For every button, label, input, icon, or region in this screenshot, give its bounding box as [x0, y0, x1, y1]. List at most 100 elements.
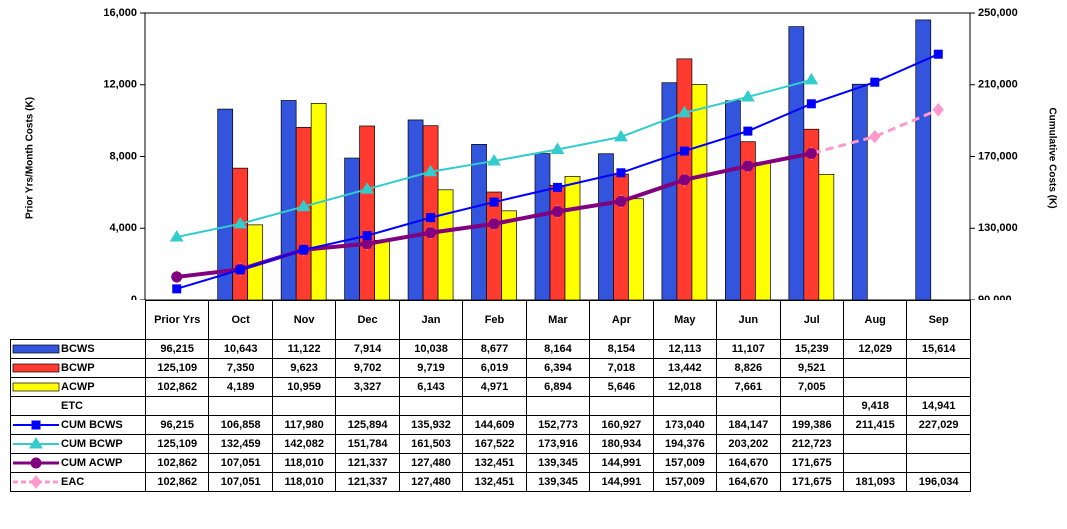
value-cell: 102,862: [144, 453, 210, 473]
value-cell: 107,051: [208, 453, 273, 473]
value-cell: 9,702: [335, 358, 400, 378]
value-cell: 118,010: [271, 453, 337, 473]
value-cell: 127,480: [398, 453, 464, 473]
legend-label: CUM BCWS: [61, 418, 123, 431]
value-cell: 10,643: [208, 339, 273, 359]
value-cell: 9,719: [398, 358, 464, 378]
marker: [423, 164, 438, 177]
value-cell: 11,107: [716, 339, 781, 359]
legend-label: CUM BCWP: [61, 437, 123, 450]
data-table: Prior Yrs Oct Nov Dec Jan Feb Mar Apr May Jun Jul A…: [10, 300, 971, 492]
marker: [361, 238, 373, 250]
legend-label: BCWS: [61, 342, 95, 355]
bar: [755, 162, 771, 300]
marker: [362, 231, 372, 241]
legend-symbol: [12, 382, 60, 392]
series-label-cell: BCWS: [10, 339, 146, 359]
legend-label: ACWP: [61, 380, 95, 393]
value-cell: 164,670: [716, 472, 781, 492]
value-cell: [842, 434, 908, 454]
value-cell: 132,451: [462, 472, 527, 492]
value-cell: 6,894: [525, 377, 591, 397]
marker: [870, 77, 880, 87]
legend-symbol: [13, 475, 59, 489]
marker: [614, 129, 628, 142]
value-cell: 227,029: [906, 415, 971, 435]
bar: [725, 100, 741, 300]
value-cell: 4,971: [462, 377, 527, 397]
corner-cell: [10, 300, 146, 340]
marker: [30, 475, 42, 489]
legend-label: EAC: [61, 475, 85, 488]
category-cell: Prior Yrs: [144, 300, 210, 340]
value-cell: [208, 396, 273, 416]
value-cell: 157,009: [652, 453, 718, 473]
y2-tick-label: 250,000: [978, 7, 1018, 19]
value-cell: 127,480: [398, 472, 464, 492]
marker: [31, 420, 41, 430]
value-cell: [335, 396, 400, 416]
value-cell: 125,894: [335, 415, 400, 435]
value-cell: [779, 396, 844, 416]
y-tick-label: 12,000: [103, 79, 137, 91]
bar: [344, 157, 360, 300]
bar: [295, 127, 312, 300]
marker: [488, 218, 500, 230]
value-cell: 173,040: [652, 415, 718, 435]
value-cell: 12,018: [652, 377, 718, 397]
value-cell: 6,394: [525, 358, 591, 378]
category-cell: Jul: [779, 300, 844, 340]
value-cell: 8,677: [462, 339, 527, 359]
value-cell: 144,991: [589, 472, 654, 492]
marker: [741, 89, 755, 102]
value-cell: 199,386: [779, 415, 844, 435]
value-cell: 96,215: [144, 339, 210, 359]
value-cell: 5,646: [589, 377, 654, 397]
chart: Prior Yrs/Month Costs (K) Cumulative Cos…: [25, 7, 1057, 300]
marker: [360, 182, 374, 194]
marker: [677, 105, 692, 118]
value-cell: 151,784: [335, 434, 400, 454]
value-cell: [716, 396, 781, 416]
legend-swatch: [12, 382, 60, 392]
value-cell: 125,109: [144, 434, 210, 454]
category-cell: Apr: [589, 300, 654, 340]
value-cell: 121,337: [335, 453, 400, 473]
series-row: ETC 9,418 14,941: [10, 396, 971, 416]
y-tick-label: 16,000: [103, 7, 137, 19]
value-cell: 132,459: [208, 434, 273, 454]
value-cell: [462, 396, 527, 416]
series-label-cell: ETC: [10, 396, 146, 416]
value-cell: [589, 396, 654, 416]
category-cell: Aug: [842, 300, 908, 340]
bar: [915, 19, 932, 300]
value-cell: 184,147: [716, 415, 781, 435]
value-cell: 118,010: [271, 472, 337, 492]
y2-tick-label: 90,000: [978, 294, 1012, 300]
value-cell: [144, 396, 210, 416]
value-cell: [842, 358, 908, 378]
marker: [743, 126, 753, 136]
marker: [552, 205, 563, 217]
value-cell: 6,019: [462, 358, 527, 378]
series-row: EAC 102,862 107,051 118,010 121,337 127,480 13…: [10, 472, 971, 492]
category-cell: May: [652, 300, 718, 340]
value-cell: 157,009: [652, 472, 718, 492]
value-cell: 211,415: [842, 415, 908, 435]
bar: [564, 175, 581, 300]
category-cell: Mar: [525, 300, 591, 340]
series-label-cell: BCWP: [10, 358, 146, 378]
bar: [471, 144, 487, 300]
marker: [616, 168, 626, 178]
bar: [534, 153, 551, 300]
y-tick-label: 4,000: [109, 222, 137, 234]
bar: [232, 167, 249, 300]
value-cell: 194,376: [652, 434, 718, 454]
legend-label: CUM ACWP: [61, 456, 123, 469]
value-cell: 132,451: [462, 453, 527, 473]
value-cell: 102,862: [144, 472, 210, 492]
y2-axis-title: Cumulative Costs (K): [1046, 107, 1057, 208]
value-cell: 171,675: [779, 453, 844, 473]
y-axis-title: Prior Yrs/Month Costs (K): [25, 97, 36, 219]
